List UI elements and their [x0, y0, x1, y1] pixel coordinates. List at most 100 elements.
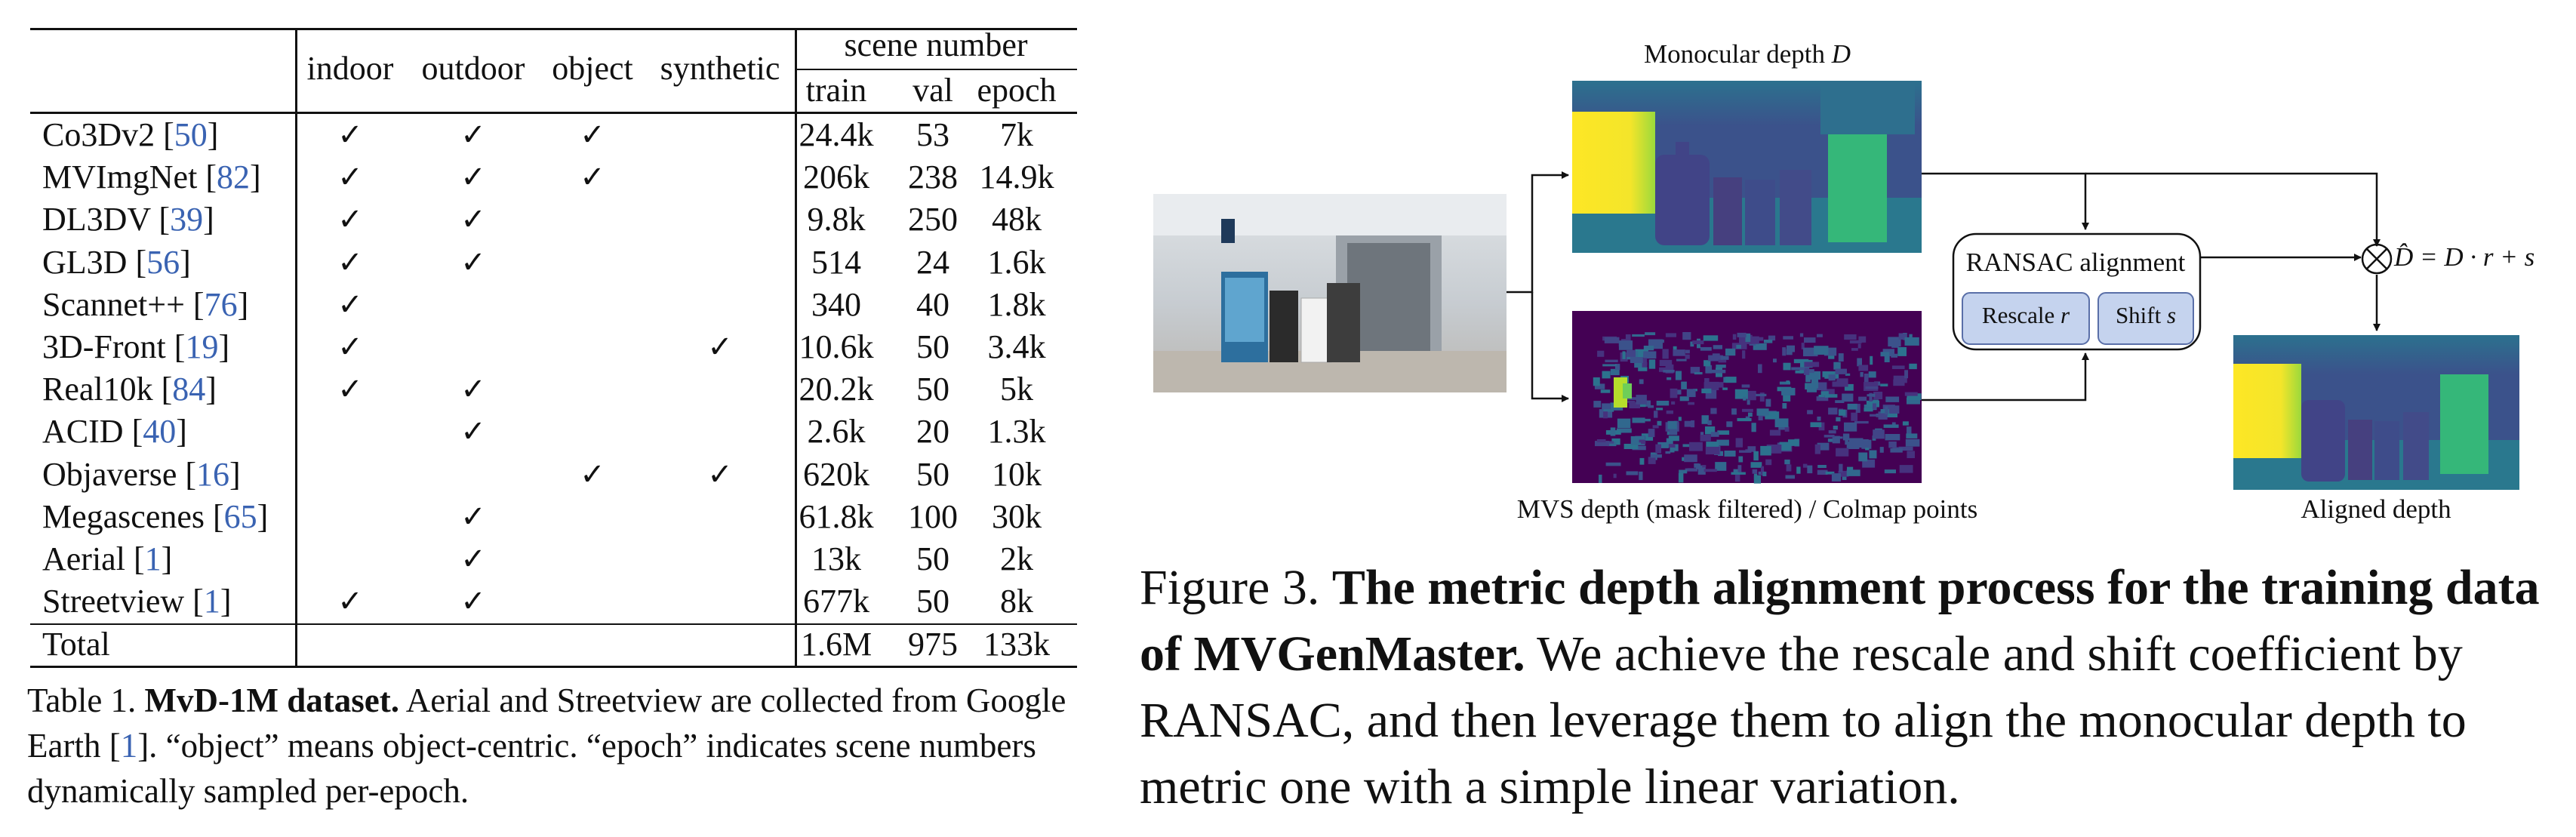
- epoch-value: 30k: [992, 497, 1042, 535]
- citation-link[interactable]: 50: [174, 116, 208, 153]
- mvs-depth-map: [1572, 311, 1922, 484]
- aligned-depth-map: [2233, 335, 2519, 490]
- citation-link[interactable]: 82: [216, 158, 250, 196]
- dataset-name: Streetview [1]: [42, 583, 232, 620]
- total-epoch: 133k: [983, 626, 1050, 663]
- header-train: train: [805, 72, 867, 109]
- table-bottom-rule: [30, 666, 1077, 668]
- citation-link[interactable]: 1: [203, 583, 220, 620]
- rescale-label: Rescale r: [1981, 302, 2070, 328]
- object-check: ✓: [580, 457, 605, 492]
- citation-link[interactable]: 65: [223, 497, 257, 535]
- figure-diagram: [1153, 81, 2519, 490]
- train-value: 514: [811, 243, 861, 281]
- indoor-check: ✓: [337, 330, 363, 365]
- epoch-value: 1.6k: [987, 243, 1046, 281]
- dataset-name: Megascenes [65]: [42, 497, 269, 535]
- epoch-value: 8k: [1000, 583, 1033, 620]
- val-value: 50: [916, 540, 949, 577]
- outdoor-check: ✓: [460, 160, 486, 195]
- epoch-value: 1.8k: [987, 285, 1046, 323]
- ransac-alignment-box: [1952, 232, 2202, 351]
- train-value: 20.2k: [799, 371, 874, 408]
- citation-link[interactable]: 56: [146, 243, 180, 281]
- epoch-value: 5k: [1000, 371, 1033, 408]
- val-value: 50: [916, 455, 949, 493]
- table-caption: Table 1. MvD-1M dataset. Aerial and Stre…: [27, 678, 1106, 814]
- citation-link[interactable]: 40: [143, 413, 177, 451]
- val-value: 53: [916, 116, 949, 153]
- val-value: 238: [908, 158, 958, 196]
- monocular-depth-map: [1572, 81, 1922, 253]
- dataset-name: MVImgNet [82]: [42, 158, 261, 196]
- input-photo: [1153, 194, 1507, 392]
- val-value: 40: [916, 285, 949, 323]
- outdoor-check: ✓: [460, 202, 486, 238]
- header-rule: [30, 112, 1077, 114]
- outdoor-check: ✓: [460, 584, 486, 620]
- multiply-icon: [2361, 243, 2393, 275]
- figure-caption-bold: The metric depth alignment process for t…: [1140, 560, 2540, 682]
- indoor-check: ✓: [337, 118, 363, 152]
- header-synthetic: synthetic: [660, 50, 780, 87]
- citation-link[interactable]: 84: [172, 371, 206, 408]
- header-indoor: indoor: [306, 50, 394, 87]
- total-val: 975: [908, 626, 958, 663]
- citation-link[interactable]: 1: [144, 540, 162, 577]
- outdoor-check: ✓: [460, 414, 486, 450]
- header-val: val: [913, 72, 953, 109]
- header-outdoor: outdoor: [421, 50, 525, 87]
- indoor-check: ✓: [337, 202, 363, 238]
- total-label: Total: [42, 626, 110, 663]
- dataset-name: DL3DV [39]: [42, 201, 214, 238]
- citation-link[interactable]: 76: [204, 285, 238, 323]
- train-value: 340: [811, 285, 861, 323]
- mono-depth-title: Monocular depth D: [1643, 39, 1851, 69]
- table-caption-text: Aerial and Streetview are collected from…: [27, 682, 1066, 765]
- dataset-name: Co3Dv2 [50]: [42, 116, 219, 153]
- object-check: ✓: [580, 118, 605, 152]
- dataset-name: Real10k [84]: [42, 371, 217, 408]
- group-rule: [795, 69, 1077, 70]
- alignment-equation: D̂ = D · r + s: [2394, 242, 2535, 272]
- dataset-name: ACID [40]: [42, 413, 187, 451]
- table-caption-ref[interactable]: 1: [120, 727, 138, 765]
- total-rule: [30, 623, 1077, 625]
- outdoor-check: ✓: [460, 542, 486, 577]
- citation-link[interactable]: 39: [170, 201, 204, 238]
- shift-label: Shift s: [2115, 302, 2177, 328]
- synthetic-check: ✓: [707, 330, 733, 365]
- indoor-check: ✓: [337, 287, 363, 322]
- indoor-check: ✓: [337, 245, 363, 280]
- outdoor-check: ✓: [460, 118, 486, 152]
- ransac-title: RANSAC alignment: [1965, 248, 2186, 277]
- epoch-value: 10k: [992, 455, 1042, 493]
- table-caption-bold: MvD-1M dataset.: [144, 682, 399, 719]
- val-value: 50: [916, 583, 949, 620]
- dataset-name: 3D-Front [19]: [42, 328, 230, 365]
- outdoor-check: ✓: [460, 245, 486, 280]
- total-train: 1.6M: [800, 626, 873, 663]
- figure-caption-prefix: Figure 3.: [1140, 560, 1332, 615]
- val-value: 20: [916, 413, 949, 451]
- table-caption-text-end: ]. “object” means object-centric. “epoch…: [27, 727, 1036, 810]
- table-caption-prefix: Table 1.: [27, 682, 145, 719]
- synthetic-check: ✓: [707, 457, 733, 492]
- train-value: 61.8k: [799, 497, 874, 535]
- indoor-check: ✓: [337, 160, 363, 195]
- train-value: 2.6k: [807, 413, 866, 451]
- header-object: object: [552, 50, 633, 87]
- header-epoch: epoch: [977, 72, 1057, 109]
- train-value: 10.6k: [799, 328, 874, 365]
- val-value: 24: [916, 243, 949, 281]
- object-check: ✓: [580, 160, 605, 195]
- train-value: 206k: [803, 158, 869, 196]
- epoch-value: 14.9k: [979, 158, 1054, 196]
- citation-link[interactable]: 19: [185, 328, 219, 365]
- dataset-name: Objaverse [16]: [42, 455, 241, 493]
- citation-link[interactable]: 16: [196, 455, 230, 493]
- flow-arrows: [1507, 171, 2381, 402]
- epoch-value: 1.3k: [987, 413, 1046, 451]
- val-value: 50: [916, 371, 949, 408]
- figure-caption: Figure 3. The metric depth alignment pro…: [1140, 555, 2551, 820]
